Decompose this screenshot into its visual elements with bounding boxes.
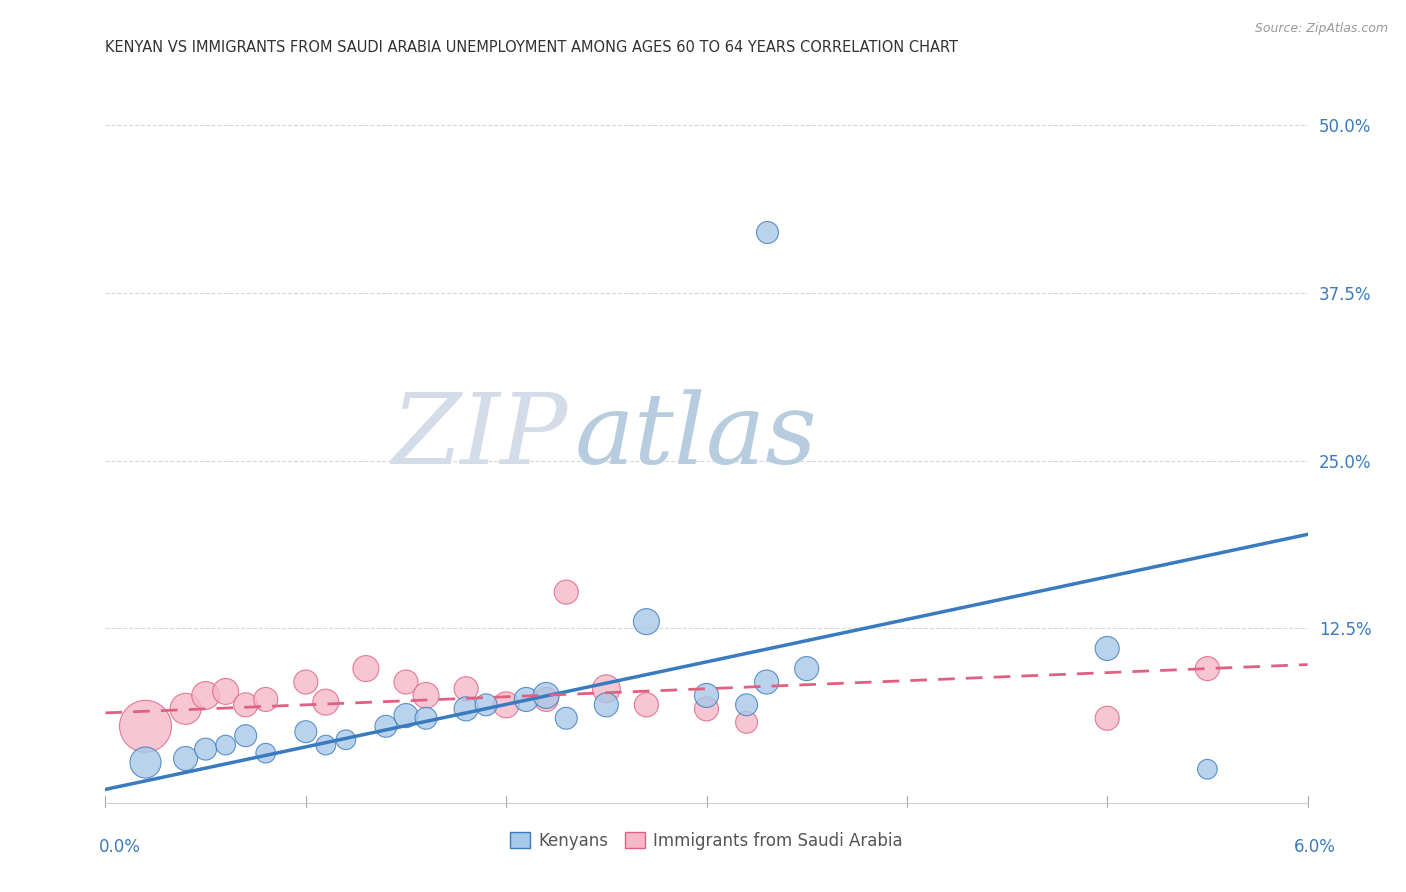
Point [456, 702, 478, 716]
Point [235, 729, 257, 743]
Point [395, 675, 418, 690]
Text: 0.0%: 0.0% [98, 838, 141, 856]
Point [395, 708, 418, 723]
Point [235, 698, 257, 712]
Point [696, 702, 718, 716]
Point [335, 732, 357, 747]
Text: 6.0%: 6.0% [1294, 838, 1336, 856]
Point [735, 698, 758, 712]
Point [135, 756, 157, 770]
Point [636, 698, 658, 712]
Text: atlas: atlas [574, 390, 817, 484]
Point [415, 689, 437, 703]
Point [295, 675, 318, 690]
Point [315, 738, 337, 752]
Point [536, 692, 558, 706]
Point [254, 746, 277, 760]
Point [515, 692, 537, 706]
Point [1197, 762, 1219, 776]
Point [555, 585, 578, 599]
Point [495, 698, 517, 712]
Point [135, 719, 157, 733]
Point [194, 689, 217, 703]
Point [456, 681, 478, 696]
Point [1197, 662, 1219, 676]
Legend: Kenyans, Immigrants from Saudi Arabia: Kenyans, Immigrants from Saudi Arabia [503, 825, 910, 856]
Point [214, 738, 236, 752]
Point [354, 662, 377, 676]
Point [636, 615, 658, 629]
Point [475, 698, 498, 712]
Point [735, 715, 758, 730]
Point [1097, 641, 1119, 656]
Point [796, 662, 818, 676]
Point [755, 675, 778, 690]
Point [755, 226, 778, 240]
Text: Source: ZipAtlas.com: Source: ZipAtlas.com [1254, 22, 1388, 36]
Point [595, 698, 617, 712]
Point [415, 711, 437, 725]
Point [1097, 711, 1119, 725]
Point [375, 719, 398, 733]
Point [595, 681, 617, 696]
Point [555, 711, 578, 725]
Text: KENYAN VS IMMIGRANTS FROM SAUDI ARABIA UNEMPLOYMENT AMONG AGES 60 TO 64 YEARS CO: KENYAN VS IMMIGRANTS FROM SAUDI ARABIA U… [105, 40, 959, 55]
Point [295, 724, 318, 739]
Point [536, 689, 558, 703]
Point [214, 684, 236, 698]
Point [315, 695, 337, 709]
Point [194, 742, 217, 756]
Point [696, 689, 718, 703]
Point [254, 692, 277, 706]
Point [174, 751, 197, 765]
Point [174, 702, 197, 716]
Text: ZIP: ZIP [392, 390, 568, 484]
